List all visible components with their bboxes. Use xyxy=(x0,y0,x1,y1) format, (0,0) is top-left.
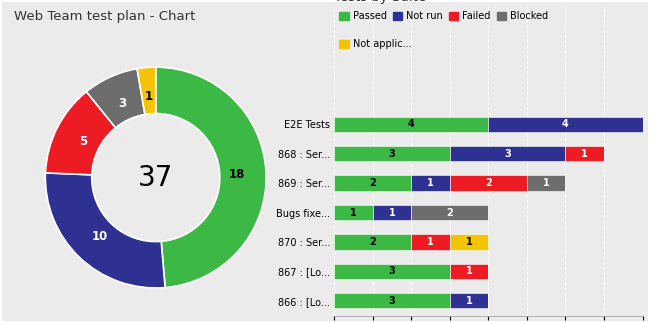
Text: 3: 3 xyxy=(389,149,395,159)
Text: 1: 1 xyxy=(427,237,434,247)
Text: 1: 1 xyxy=(389,207,395,218)
Bar xyxy=(450,234,489,250)
Bar xyxy=(527,175,565,191)
Text: 2: 2 xyxy=(369,178,376,188)
Text: 18: 18 xyxy=(228,168,245,181)
Bar xyxy=(334,117,489,132)
Text: 2: 2 xyxy=(369,237,376,247)
Bar xyxy=(334,205,373,220)
Bar xyxy=(450,175,527,191)
Text: 3: 3 xyxy=(389,296,395,306)
Bar xyxy=(334,264,450,279)
Wedge shape xyxy=(156,67,266,288)
Bar xyxy=(450,264,489,279)
Bar xyxy=(489,117,643,132)
Bar xyxy=(334,175,411,191)
Bar xyxy=(565,146,604,161)
Text: Web Team test plan - Chart: Web Team test plan - Chart xyxy=(14,10,196,23)
Bar xyxy=(450,293,489,308)
Bar xyxy=(411,234,450,250)
Text: 5: 5 xyxy=(79,135,88,147)
Bar xyxy=(334,234,411,250)
Bar xyxy=(411,175,450,191)
Legend: Not applic...: Not applic... xyxy=(339,39,411,49)
Wedge shape xyxy=(137,67,156,114)
Text: 4: 4 xyxy=(562,119,569,129)
Text: 4: 4 xyxy=(408,119,415,129)
Bar xyxy=(373,205,411,220)
Text: 2: 2 xyxy=(447,207,453,218)
Text: 1: 1 xyxy=(543,178,550,188)
Text: 37: 37 xyxy=(138,164,173,192)
Text: 3: 3 xyxy=(118,97,127,110)
Text: 1: 1 xyxy=(466,296,472,306)
Text: 1: 1 xyxy=(466,237,472,247)
Bar xyxy=(450,146,565,161)
Bar xyxy=(334,293,450,308)
Wedge shape xyxy=(86,69,145,128)
Text: 1: 1 xyxy=(466,266,472,276)
Text: 3: 3 xyxy=(504,149,511,159)
Bar xyxy=(334,146,450,161)
Text: Tests by Suite: Tests by Suite xyxy=(334,0,426,4)
Text: 1: 1 xyxy=(427,178,434,188)
Text: 1: 1 xyxy=(582,149,588,159)
Text: 10: 10 xyxy=(92,230,108,243)
Text: 1: 1 xyxy=(145,90,153,103)
Bar xyxy=(411,205,489,220)
Text: 2: 2 xyxy=(485,178,492,188)
Text: 3: 3 xyxy=(389,266,395,276)
Wedge shape xyxy=(45,173,165,288)
Text: 1: 1 xyxy=(350,207,357,218)
Wedge shape xyxy=(45,92,116,175)
